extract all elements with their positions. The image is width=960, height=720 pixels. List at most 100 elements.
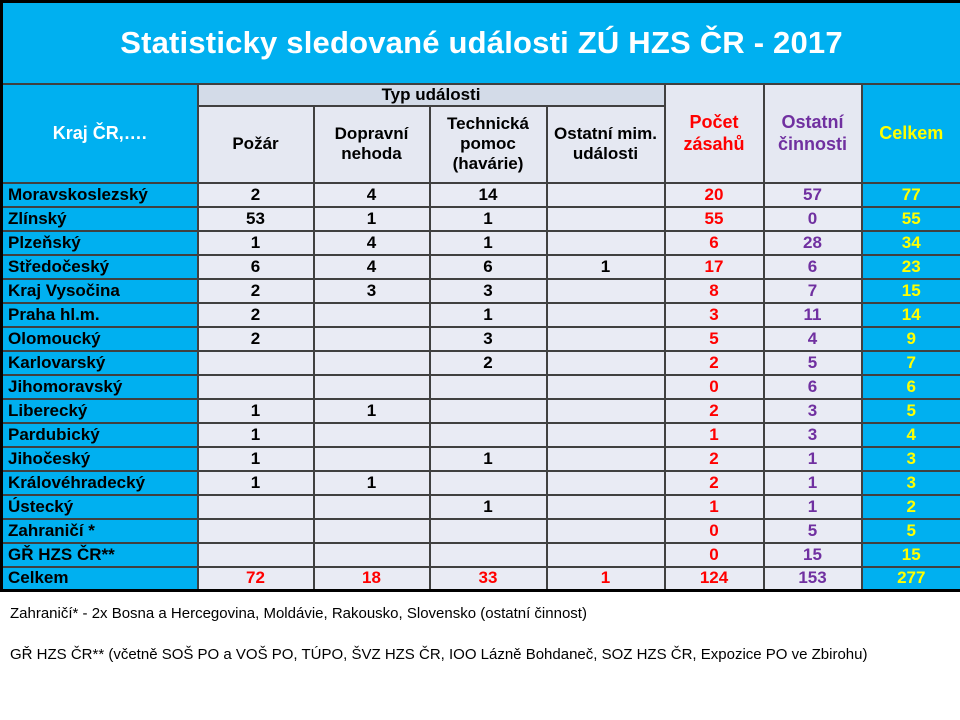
cell-technicka-pomoc [428,421,548,448]
cell-pocet-zasahu: 1 [663,493,765,520]
cell-dopravni-nehoda: 18 [312,565,431,592]
cell-pocet-zasahu: 0 [663,373,765,400]
cell-dopravni-nehoda: 4 [312,229,431,256]
region-label: Liberecký [0,397,199,424]
cell-technicka-pomoc: 3 [428,277,548,304]
table-row: Praha hl.m. 2 1 3 11 14 [0,301,960,328]
cell-dopravni-nehoda [312,301,431,328]
cell-pozar [196,493,315,520]
cell-ostatni-mim [545,229,666,256]
cell-pozar: 1 [196,469,315,496]
table-row: Královéhradecký 1 1 2 1 3 [0,469,960,496]
table-row: GŘ HZS ČR** 0 15 15 [0,541,960,568]
cell-ostatni-mim: 1 [545,565,666,592]
cell-technicka-pomoc: 1 [428,229,548,256]
cell-ostatni-cinnosti: 0 [762,205,863,232]
region-label: Olomoucký [0,325,199,352]
cell-pozar: 1 [196,229,315,256]
region-label: Jihomoravský [0,373,199,400]
region-label: Středočeský [0,253,199,280]
cell-technicka-pomoc: 1 [428,445,548,472]
cell-ostatni-mim [545,469,666,496]
cell-ostatni-mim [545,325,666,352]
cell-technicka-pomoc: 1 [428,493,548,520]
cell-pocet-zasahu: 3 [663,301,765,328]
cell-pozar: 2 [196,301,315,328]
cell-celkem: 23 [860,253,960,280]
region-label: Zlínský [0,205,199,232]
header-pozar: Požár [196,104,315,184]
table-row: Liberecký 1 1 2 3 5 [0,397,960,424]
cell-ostatni-cinnosti: 6 [762,253,863,280]
cell-celkem: 277 [860,565,960,592]
table-row: Zlínský 53 1 1 55 0 55 [0,205,960,232]
cell-ostatni-mim [545,349,666,376]
table-row: Pardubický 1 1 3 4 [0,421,960,448]
cell-technicka-pomoc: 3 [428,325,548,352]
cell-celkem: 9 [860,325,960,352]
cell-dopravni-nehoda [312,421,431,448]
table-body: Moravskoslezský 2 4 14 20 57 77 Zlínský 53 1 1 55 0 5… [0,181,960,592]
cell-dopravni-nehoda [312,325,431,352]
region-label: Královéhradecký [0,469,199,496]
cell-ostatni-mim [545,181,666,208]
cell-dopravni-nehoda [312,493,431,520]
header-pocet-zasahu: Počet zásahů [663,82,765,184]
cell-technicka-pomoc [428,373,548,400]
region-label: Kraj Vysočina [0,277,199,304]
title-row: Statisticky sledované události ZÚ HZS ČR… [0,0,960,85]
cell-ostatni-mim [545,301,666,328]
header-technicka-pomoc: Technická pomoc (havárie) [428,104,548,184]
cell-celkem: 5 [860,517,960,544]
cell-technicka-pomoc: 6 [428,253,548,280]
cell-technicka-pomoc [428,469,548,496]
footnote-zahranici: Zahraničí* - 2x Bosna a Hercegovina, Mol… [10,605,587,622]
region-label: Jihočeský [0,445,199,472]
cell-pozar [196,517,315,544]
cell-pozar: 2 [196,277,315,304]
cell-ostatni-cinnosti: 3 [762,421,863,448]
cell-celkem: 3 [860,445,960,472]
cell-pozar: 72 [196,565,315,592]
cell-ostatni-cinnosti: 1 [762,493,863,520]
region-label: GŘ HZS ČR** [0,541,199,568]
cell-pocet-zasahu: 2 [663,469,765,496]
slide-title: Statisticky sledované události ZÚ HZS ČR… [0,0,960,85]
cell-dopravni-nehoda [312,445,431,472]
cell-technicka-pomoc [428,517,548,544]
footnote-gr-hzs: GŘ HZS ČR** (včetně SOŠ PO a VOŠ PO, TÚP… [10,646,868,663]
cell-ostatni-cinnosti: 5 [762,517,863,544]
cell-celkem: 34 [860,229,960,256]
cell-ostatni-cinnosti: 3 [762,397,863,424]
header-band-row: Kraj ČR,…. Typ události Počet zásahů Ost… [0,82,960,184]
cell-pozar: 53 [196,205,315,232]
cell-ostatni-cinnosti: 153 [762,565,863,592]
region-label: Plzeňský [0,229,199,256]
cell-dopravni-nehoda: 4 [312,253,431,280]
footnotes: Zahraničí* - 2x Bosna a Hercegovina, Mol… [0,592,960,664]
cell-ostatni-cinnosti: 4 [762,325,863,352]
group-header-typ-udalosti: Typ události [196,82,666,107]
cell-ostatni-mim: 1 [545,253,666,280]
cell-pozar [196,541,315,568]
table-row: Kraj Vysočina 2 3 3 8 7 15 [0,277,960,304]
cell-celkem: 3 [860,469,960,496]
cell-ostatni-mim [545,517,666,544]
table-row: Olomoucký 2 3 5 4 9 [0,325,960,352]
cell-pozar: 1 [196,445,315,472]
header-ostatni-mim-udalosti: Ostatní mim. události [545,104,666,184]
cell-ostatni-cinnosti: 15 [762,541,863,568]
cell-pocet-zasahu: 0 [663,517,765,544]
cell-technicka-pomoc [428,397,548,424]
cell-technicka-pomoc: 2 [428,349,548,376]
cell-pozar: 2 [196,325,315,352]
cell-dopravni-nehoda [312,541,431,568]
cell-celkem: 7 [860,349,960,376]
cell-pocet-zasahu: 2 [663,397,765,424]
cell-technicka-pomoc: 1 [428,205,548,232]
table-row: Karlovarský 2 2 5 7 [0,349,960,376]
cell-ostatni-cinnosti: 7 [762,277,863,304]
table-row: Plzeňský 1 4 1 6 28 34 [0,229,960,256]
cell-ostatni-mim [545,397,666,424]
cell-pozar [196,373,315,400]
